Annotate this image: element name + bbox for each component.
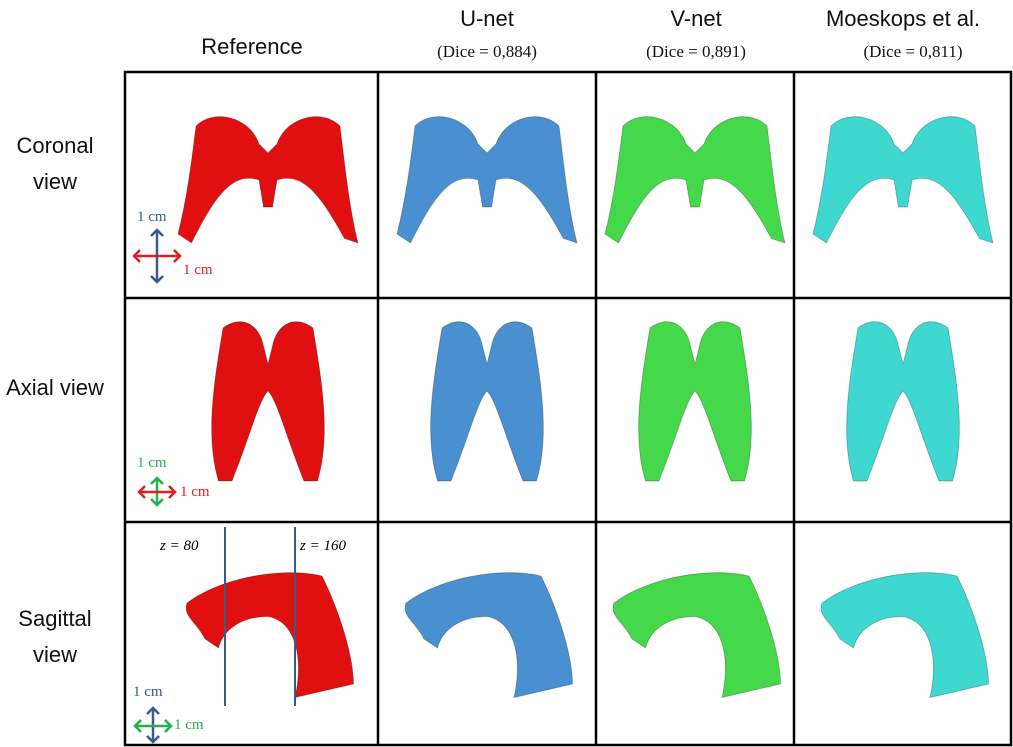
column-title: Moeskops et al. — [825, 6, 981, 31]
scale-label: 1 cm — [180, 484, 210, 500]
scale-arrow — [137, 485, 177, 499]
grid-lines — [123, 70, 1013, 747]
scale-label: 1 cm — [183, 262, 213, 278]
row-label: Coronal view — [16, 133, 94, 194]
scale-arrows — [132, 228, 182, 744]
segmentation-render — [612, 572, 781, 699]
cells — [177, 116, 994, 699]
segmentation-render — [430, 321, 544, 482]
segmentation-render — [185, 572, 354, 699]
column-title: U-net — [460, 6, 514, 31]
segmentation-render — [404, 572, 573, 699]
scale-label: 1 cm — [137, 455, 167, 471]
segmentation-render — [177, 116, 359, 244]
scale-arrow — [132, 249, 182, 263]
grid-border — [123, 70, 1013, 747]
column-subtitle: (Dice = 0,884) — [437, 42, 537, 61]
row-label: Axial view — [6, 375, 104, 400]
segmentation-render — [812, 116, 994, 244]
scale-label: 1 cm — [133, 684, 163, 700]
segmentation-render — [604, 116, 786, 244]
segmentation-render — [396, 116, 578, 244]
column-title: Reference — [201, 34, 303, 59]
scale-label: 1 cm — [137, 209, 167, 225]
column-subtitle: (Dice = 0,891) — [646, 42, 746, 61]
segmentation-render — [820, 572, 989, 699]
slice-label: z = 160 — [300, 538, 346, 554]
segmentation-render — [846, 321, 960, 482]
slice-label: z = 80 — [160, 538, 199, 554]
column-title: V-net — [670, 6, 722, 31]
scale-arrow — [133, 719, 173, 733]
scale-label: 1 cm — [174, 717, 204, 733]
segmentation-render — [211, 321, 325, 482]
row-label: Sagittal view — [18, 606, 92, 667]
column-subtitle: (Dice = 0,811) — [863, 42, 963, 61]
segmentation-render — [638, 321, 752, 482]
